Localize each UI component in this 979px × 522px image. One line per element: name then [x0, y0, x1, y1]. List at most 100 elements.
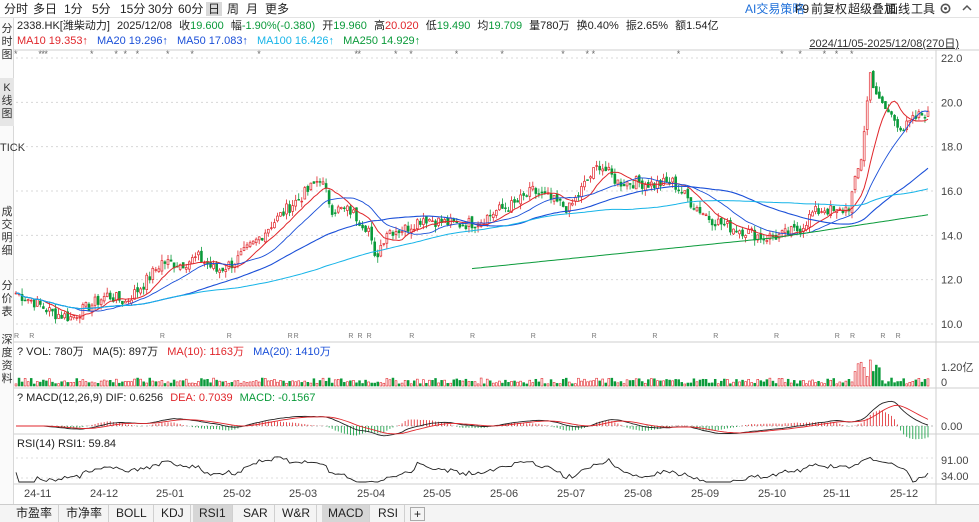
volume-legend: ? VOL: 780万 MA(5): 897万 MA(10): 1163万 MA… — [17, 345, 337, 359]
period-tab-more[interactable]: 更多 — [265, 2, 290, 16]
change-label: 幅 — [230, 20, 242, 32]
ai-strategy-link[interactable]: AI交易策略 — [745, 2, 805, 16]
date-range-text[interactable]: 2024/11/05-2025/12/08(270日) — [809, 38, 959, 50]
period-tab-5min[interactable]: 5分 — [92, 2, 111, 16]
candle-body — [263, 232, 267, 243]
period-tab-month[interactable]: 月 — [246, 2, 259, 16]
x-tick-label: 25-12 — [890, 488, 918, 500]
tools-button[interactable]: 工具 — [911, 2, 936, 16]
candle-body — [534, 188, 538, 194]
candle-body — [251, 240, 255, 245]
volume-bar — [306, 382, 310, 387]
candle-body — [291, 205, 294, 212]
period-tab-15min[interactable]: 15分 — [120, 2, 146, 16]
indicator-tabs: 市盈率 市净率 BOLL KDJ RSI1 SAR W&R MACD RSI + — [0, 504, 979, 522]
overlay-button[interactable]: 超级叠加 — [848, 2, 897, 16]
nav-kline[interactable]: K线图 — [0, 78, 14, 126]
candle-body — [45, 309, 48, 313]
nav-trade-detail[interactable]: 成交明细 — [1, 206, 13, 257]
candle-body — [628, 183, 632, 185]
candle-body — [586, 179, 589, 181]
tab-rsi1[interactable]: RSI1 — [193, 505, 233, 522]
period-tab-week[interactable]: 周 — [227, 2, 240, 16]
volume-bar — [297, 380, 300, 387]
volume-bar — [108, 379, 112, 387]
tab-wr[interactable]: W&R — [276, 505, 317, 522]
candle-body — [20, 294, 24, 301]
volume-bar — [817, 380, 820, 387]
add-tab-button[interactable]: + — [410, 507, 426, 521]
volume-bar — [625, 379, 629, 387]
period-tab-60min[interactable]: 60分 — [178, 2, 204, 16]
volume-bar — [388, 379, 392, 387]
macd-legend: ? MACD(12,26,9) DIF: 0.6256 DEA: 0.7039 … — [17, 391, 315, 405]
volume-bar — [716, 383, 720, 387]
event-star-icon: * — [409, 49, 413, 59]
candle-body — [209, 261, 212, 268]
volume-bar — [178, 380, 182, 387]
nav-fenshi[interactable]: 分时图 — [1, 23, 13, 61]
event-star-icon: * — [358, 49, 362, 59]
tab-pb[interactable]: 市净率 — [60, 505, 110, 522]
period-tab-multiday[interactable]: 多日 — [33, 2, 58, 16]
candle-body — [200, 250, 203, 263]
candle-body — [926, 110, 930, 117]
volume-bar — [455, 378, 459, 387]
tab-macd[interactable]: MACD — [322, 505, 371, 522]
tab-kdj[interactable]: KDJ — [155, 505, 191, 522]
candle-body — [783, 228, 787, 234]
candle-body — [312, 181, 316, 184]
volume-panel: 1.20亿 0 — [14, 359, 973, 389]
chevron-up-icon[interactable] — [961, 2, 973, 17]
tab-boll[interactable]: BOLL — [110, 505, 154, 522]
f9-button[interactable]: F9 — [795, 2, 810, 16]
volume-bar — [260, 377, 264, 387]
volume-bar — [154, 381, 158, 387]
candle-body — [154, 269, 158, 271]
rsi-legend: RSI(14) RSI1: 59.84 — [17, 437, 116, 451]
event-r-marker: R — [713, 333, 718, 340]
volume-bar — [236, 380, 240, 387]
volume-bar — [206, 379, 209, 387]
nav-price-table[interactable]: 分价表 — [1, 280, 13, 318]
volume-bar — [309, 382, 313, 387]
volume-bar — [248, 381, 252, 387]
tab-sar[interactable]: SAR — [237, 505, 275, 522]
adjust-price-button[interactable]: 前复权 — [811, 2, 848, 16]
kline-chart[interactable]: * * * * * * * * * * * * * * * * * * * * * * * * * *R R R R R R R R R R R R R R… — [0, 0, 979, 504]
period-tab-1min[interactable]: 1分 — [64, 2, 83, 16]
period-tab-fenshi[interactable]: 分时 — [4, 2, 29, 16]
tab-rsi[interactable]: RSI — [372, 505, 406, 522]
candle-body — [26, 299, 30, 302]
period-tab-30min[interactable]: 30分 — [148, 2, 174, 16]
volume-bar — [42, 379, 45, 387]
volume-bar — [823, 383, 826, 387]
candle-body — [522, 193, 525, 196]
volume-bar — [832, 378, 836, 387]
macd-axis-zero: 0.00 — [941, 421, 962, 433]
candle-body — [57, 314, 60, 319]
volume-bar — [391, 377, 395, 387]
volume-bar — [45, 380, 48, 387]
gear-icon[interactable] — [939, 2, 952, 18]
event-r-marker: R — [880, 333, 885, 340]
tab-pe[interactable]: 市盈率 — [10, 505, 60, 522]
nav-depth-data[interactable]: 深度资料 — [1, 334, 13, 385]
candle-body — [464, 225, 468, 230]
amount-value: 1.54亿 — [686, 20, 719, 32]
volume-bar — [777, 378, 781, 387]
draw-line-button[interactable]: 画线 — [886, 2, 911, 16]
high-label: 高 — [373, 20, 385, 32]
volume-bar — [905, 383, 908, 387]
volume-bar — [792, 380, 796, 387]
volume-bar — [692, 378, 696, 387]
candle-body — [625, 181, 629, 187]
candle-body — [108, 292, 112, 300]
candle-body — [537, 193, 541, 195]
candle-body — [236, 255, 240, 264]
candle-body — [704, 214, 708, 217]
candle-body — [610, 168, 614, 175]
period-tab-day[interactable]: 日 — [206, 2, 223, 16]
candle-body — [215, 262, 218, 272]
price-tick-label: 12.0 — [941, 275, 962, 287]
